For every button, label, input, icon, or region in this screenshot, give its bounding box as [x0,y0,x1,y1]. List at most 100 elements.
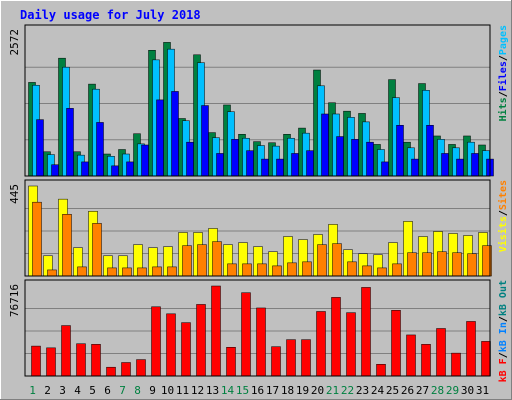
bar-pages-day-18 [291,153,299,177]
x-tick-label: 13 [206,384,219,397]
y-max-label: 445 [8,184,21,204]
bar-sites-day-undefined [242,263,252,277]
bar-kb-f-day-undefined [391,310,401,377]
x-tick-label: 28 [431,384,444,397]
legend-item: / [498,55,509,61]
bar-kb-f-day-undefined [31,345,41,377]
x-tick-label: 1 [29,384,36,397]
legend-item: kB Out [498,280,509,316]
bar-sites-day-undefined [437,251,447,277]
bar-kb-f-day-undefined [256,307,266,377]
bar-kb-f-day-undefined [181,322,191,377]
chart-title: Daily usage for July 2018 [20,8,201,22]
x-tick-label: 8 [134,384,141,397]
bar-pages-day-10 [171,91,179,177]
bar-sites-day-undefined [287,262,297,277]
bar-sites-day-undefined [467,253,477,277]
bar-sites-day-undefined [452,252,462,277]
bar-pages-day-23 [366,141,374,177]
x-tick-label: 7 [119,384,126,397]
x-tick-label: 17 [266,384,279,397]
plot-border [24,279,491,377]
bar-kb-f-day-undefined [286,339,296,377]
x-tick-label: 14 [221,384,235,397]
x-tick-label: 18 [281,384,294,397]
bar-pages-day-6 [111,165,119,177]
x-axis-labels: 1 2 3 4 5 6 7 8 9 10 11 12 13 14 15 16 17 18 19 20 21 22 23 24 2… [29,384,489,397]
bar-kb-f-day-undefined [121,362,131,377]
x-tick-label: 11 [176,384,189,397]
bar-sites-day-undefined [347,261,357,277]
bar-kb-f-day-undefined [196,304,206,377]
bar-sites-day-undefined [332,243,342,277]
legend-item: Files [497,61,509,91]
plot-border [24,179,491,277]
legend-item: Hits [497,97,509,121]
bar-pages-day-13 [216,153,224,177]
bar-pages-day-24 [381,161,389,177]
bar-kb-f-day-undefined [481,341,491,377]
bar-kb-f-day-undefined [346,312,356,377]
bar-pages-day-27 [426,125,434,177]
bar-pages-day-21 [336,136,344,177]
y-max-label: 76716 [8,284,21,317]
x-tick-label: 4 [74,384,81,397]
x-tick-label: 15 [236,384,249,397]
bar-pages-day-26 [411,158,419,177]
bar-pages-day-7 [126,161,134,177]
legend-item: / [498,91,509,97]
bar-kb-f-day-undefined [451,352,461,377]
bar-kb-f-day-undefined [331,297,341,377]
x-tick-label: 30 [461,384,474,397]
bar-kb-f-day-undefined [406,334,416,377]
legend-item: Visits [497,216,509,252]
x-tick-label: 5 [89,384,96,397]
bar-sites-day-undefined [77,266,87,277]
bar-sites-day-undefined [227,263,237,277]
x-tick-label: 10 [161,384,174,397]
x-tick-label: 2 [44,384,51,397]
bar-sites-day-undefined [107,267,117,277]
legend-item: / [498,316,509,322]
bar-sites-day-undefined [302,261,312,277]
bar-pages-day-25 [396,125,404,177]
y-max-label: 2572 [8,29,21,56]
bar-sites-day-undefined [272,265,282,277]
bar-pages-day-3 [66,108,74,177]
x-tick-label: 21 [326,384,339,397]
bar-pages-day-11 [186,141,194,177]
bar-sites-day-undefined [392,263,402,277]
x-tick-label: 25 [386,384,399,397]
bar-sites-day-undefined [122,267,132,277]
bar-pages-day-20 [321,113,329,177]
bar-sites-day-undefined [92,223,102,277]
bar-kb-f-day-undefined [106,366,116,377]
x-tick-label: 6 [104,384,111,397]
bar-pages-day-8 [141,144,149,177]
x-tick-label: 24 [371,384,385,397]
x-tick-label: 12 [191,384,204,397]
bar-kb-f-day-undefined [91,344,101,377]
bar-sites-day-undefined [377,267,387,277]
bar-kb-f-day-undefined [436,328,446,377]
legend-item: Sites [497,180,509,210]
bar-kb-f-day-undefined [421,344,431,377]
legend: kB F/kB In/kB Out [498,280,509,382]
bar-pages-day-2 [51,164,59,177]
x-tick-label: 26 [401,384,414,397]
bar-pages-day-16 [261,158,269,177]
bar-sites-day-undefined [362,265,372,277]
bar-pages-day-29 [456,158,464,177]
bar-pages-day-12 [201,105,209,177]
legend-item: / [498,352,509,358]
bar-kb-f-day-undefined [316,311,326,377]
legend: Visits/Sites [497,180,509,252]
plot-border [24,24,491,177]
bar-pages-day-30 [471,153,479,177]
bar-sites-day-undefined [47,269,57,277]
x-tick-label: 19 [296,384,309,397]
x-tick-label: 16 [251,384,264,397]
bar-sites-day-undefined [182,245,192,277]
